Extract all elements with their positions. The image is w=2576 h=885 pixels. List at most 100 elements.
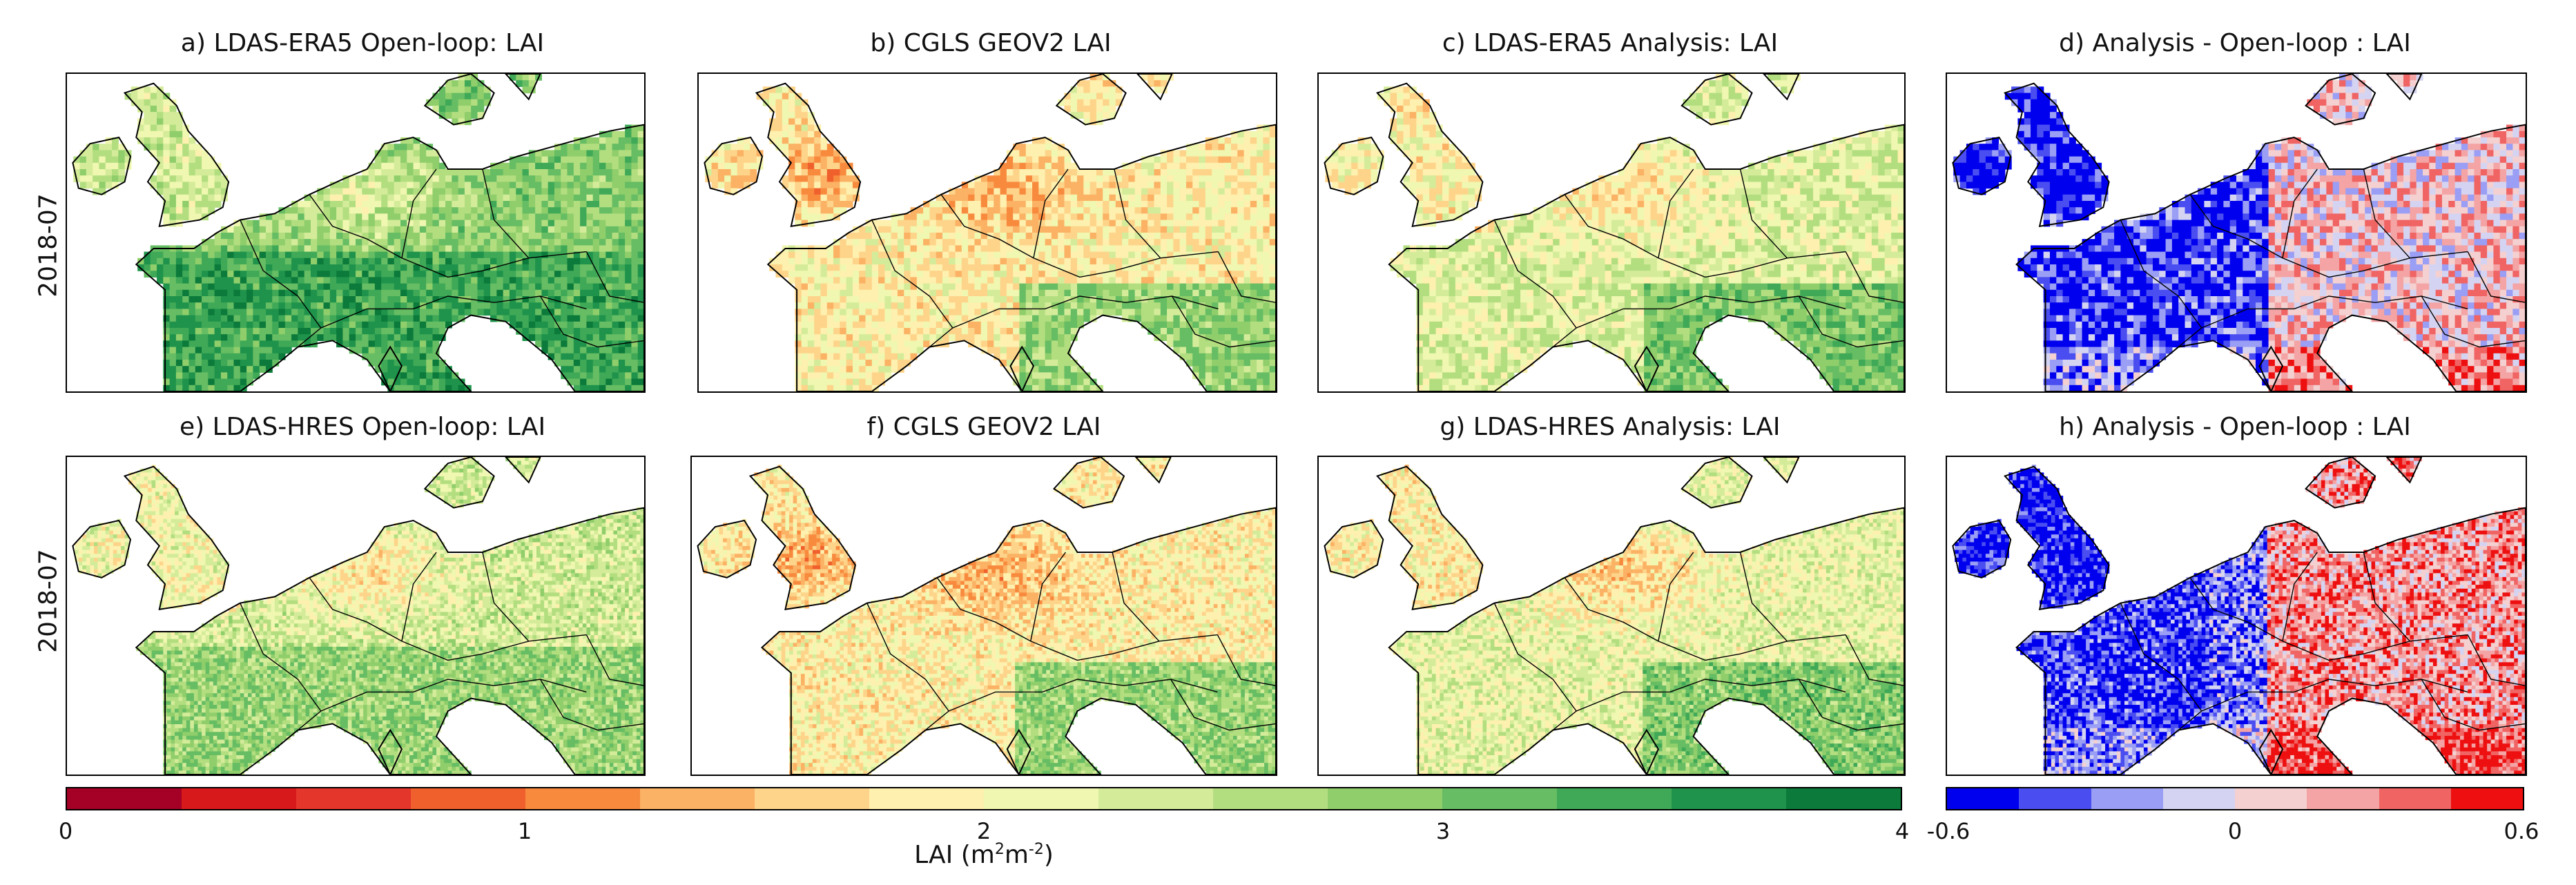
panel-title-e: e) LDAS-HRES Open-loop: LAI [66,413,659,441]
diff-tick-max: 0.6 [2504,818,2539,844]
country-border [2363,552,2410,642]
coastline [505,74,541,101]
coastline [1052,457,1125,509]
diff-tick-zero: 0 [2228,818,2242,844]
map-panel-d [1946,72,2527,393]
coastline [748,465,856,611]
country-border [1798,679,1904,731]
colorbar-segment [2235,788,2307,809]
colorbar-segment [2019,788,2091,809]
colorbar-segment [1786,788,1901,809]
coastline [697,519,757,578]
country-border [2282,552,2318,641]
diff-tick-min: -0.6 [1927,818,1970,844]
panel-title-a: a) LDAS-ERA5 Open-loop: LAI [66,29,659,57]
lai-tick-4: 4 [1895,818,1909,844]
country-border [866,603,950,731]
country-border [1798,295,1904,348]
country-border [309,577,587,661]
country-border [401,168,437,258]
coastline [2015,507,2526,775]
colorbar-segment [2091,788,2163,809]
coastline [2305,457,2376,509]
coastline [1388,507,1904,775]
lai-tick-1: 1 [518,818,532,844]
coastline [505,457,541,484]
coastline [2004,82,2110,228]
country-border [482,168,530,259]
coastline [2015,124,2526,391]
country-border [2120,220,2202,348]
coastline [1388,124,1904,391]
coastline [1763,457,1800,484]
map-grid [699,457,1276,775]
coastline [1952,519,2012,578]
country-border [940,194,1219,278]
map-panel-g [1317,456,1906,776]
coastline [1376,82,1484,228]
coastline [135,507,644,775]
panel-title-h: h) Analysis - Open-loop : LAI [1946,413,2524,441]
country-border [1114,168,1161,259]
colorbar-segment [1672,788,1786,809]
coastline [123,82,230,228]
country-border [539,295,644,348]
country-border [1576,679,1846,712]
coastline [2004,465,2110,611]
map-panel-h [1946,456,2527,776]
panel-title-f: f) CGLS GEOV2 LAI [690,413,1277,441]
colorbar-segment [869,788,984,809]
coastline [704,136,764,195]
colorbar-segment [1557,788,1672,809]
country-border [2189,194,2468,278]
coastline [755,82,862,228]
coastline [1324,519,1384,578]
country-border [2467,634,2526,686]
coastline [1681,74,1753,126]
diff-colorbar [1946,787,2524,810]
country-border [2467,251,2526,303]
coastline [1681,457,1753,509]
coastline [72,519,132,578]
country-border [1739,552,1788,642]
coastline [2385,74,2423,101]
map-panel-b [697,72,1277,393]
colorbar-segment [2450,788,2523,809]
country-border [1845,251,1904,303]
colorbar-segment [525,788,640,809]
country-border [2120,603,2202,731]
coastline [123,465,230,611]
coastline [72,136,132,195]
colorbar-segment [640,788,755,809]
colorbar-segment [984,788,1098,809]
coastline [1134,457,1172,484]
map-grid [1325,74,1904,391]
colorbar-segment [1328,788,1442,809]
coastline [1006,728,1032,775]
coastline [2258,345,2284,391]
coastline [1136,74,1173,101]
panel-title-b: b) CGLS GEOV2 LAI [697,29,1284,57]
lai-tick-2: 2 [977,818,991,844]
country-border [2201,295,2468,329]
country-border [1658,168,1694,258]
country-border [1845,634,1904,686]
country-border [2421,295,2526,348]
map-panel-c [1317,72,1906,393]
coastline [2385,457,2423,484]
coastline [1055,74,1127,126]
colorbar-segment [1098,788,1213,809]
lai-tick-0: 0 [59,818,72,844]
country-border [1033,168,1069,258]
coastline [1952,136,2012,195]
lai-tick-3: 3 [1436,818,1450,844]
colorbar-segment [182,788,296,809]
country-border [2282,168,2318,258]
country-border [2201,679,2468,712]
map-panel-a [66,72,646,393]
country-border [2421,679,2526,731]
colorbar-segment [2307,788,2379,809]
map-grid [1953,74,2526,391]
coastline [1009,345,1035,391]
